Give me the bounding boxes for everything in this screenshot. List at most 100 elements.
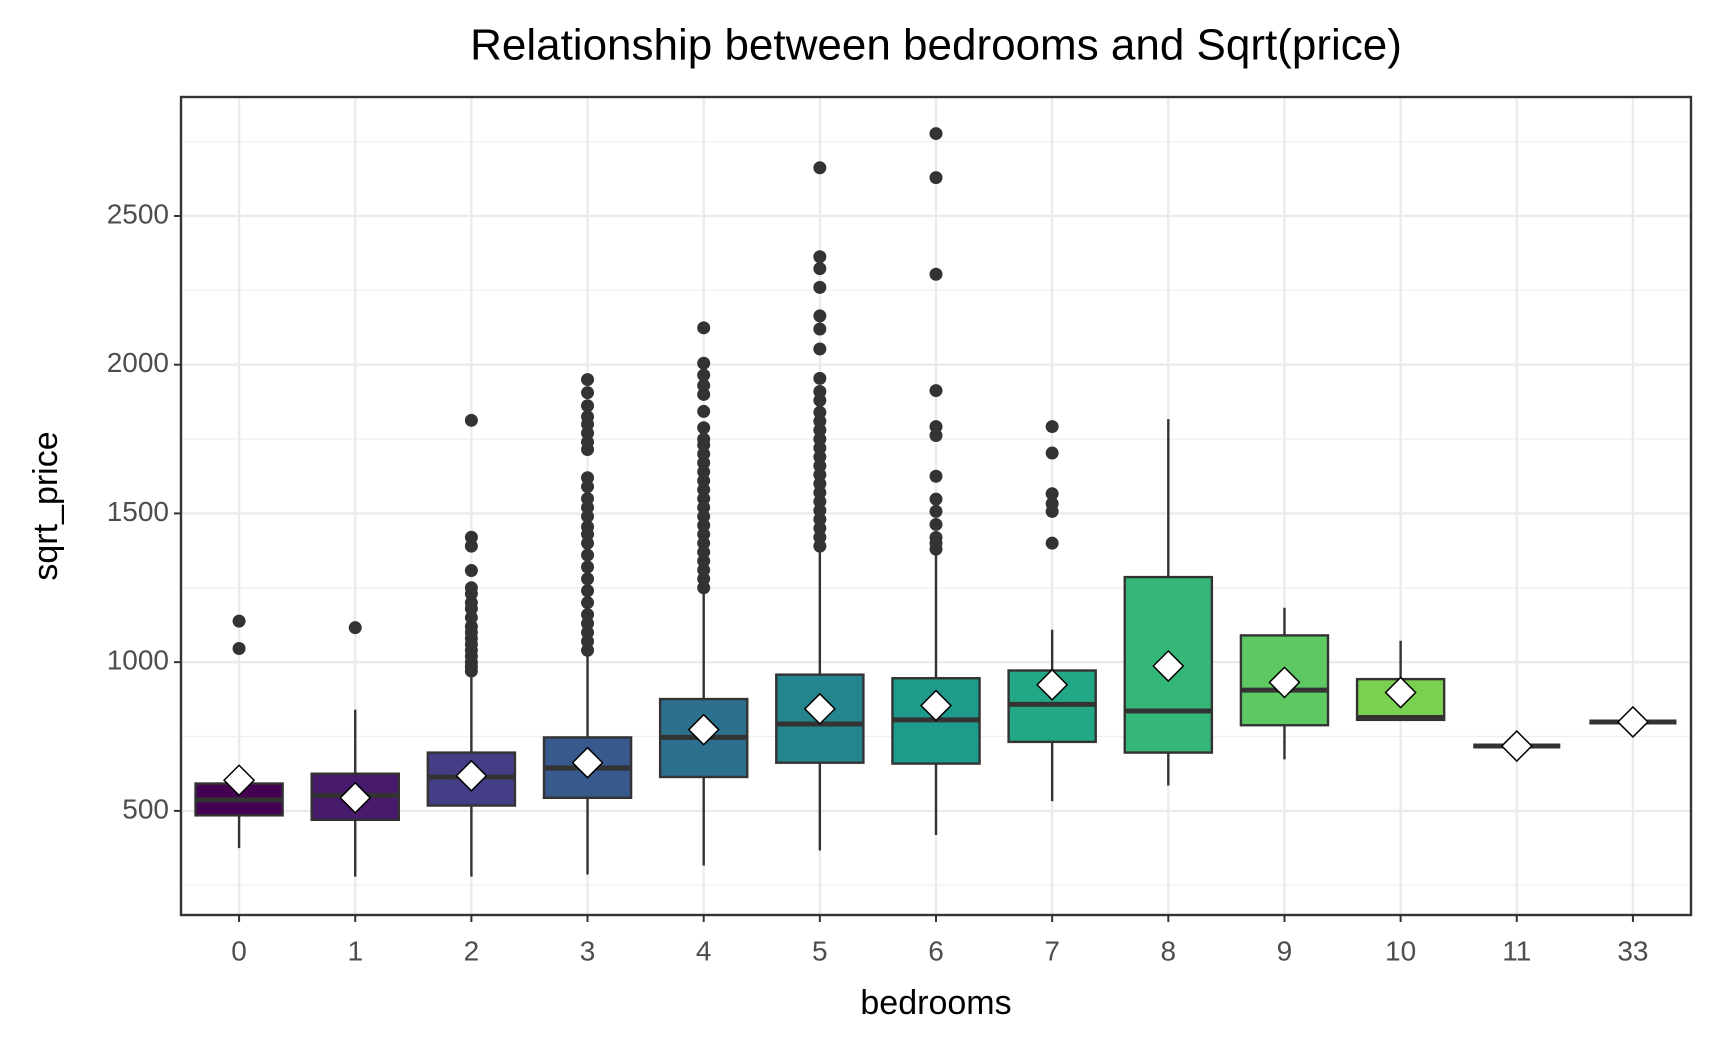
outlier xyxy=(813,405,827,419)
outlier xyxy=(697,509,711,523)
outlier xyxy=(697,492,711,506)
y-tick-label: 2500 xyxy=(107,198,169,229)
outlier xyxy=(697,447,711,461)
chart-title: Relationship between bedrooms and Sqrt(p… xyxy=(470,21,1402,70)
outlier xyxy=(929,384,943,398)
outlier xyxy=(697,379,711,393)
mean-marker xyxy=(919,689,953,722)
outlier xyxy=(813,322,827,336)
outlier xyxy=(581,596,595,610)
x-axis-title: bedrooms xyxy=(860,984,1011,1022)
x-tick-label: 33 xyxy=(1617,935,1648,966)
outlier xyxy=(581,509,595,523)
outlier xyxy=(1045,497,1059,511)
outlier xyxy=(813,371,827,385)
outlier xyxy=(813,450,827,464)
outlier xyxy=(813,512,827,526)
outlier xyxy=(581,480,595,494)
outlier xyxy=(697,572,711,586)
outlier xyxy=(929,171,943,185)
outlier xyxy=(581,616,595,630)
outlier xyxy=(697,465,711,479)
outlier xyxy=(813,161,827,175)
outlier xyxy=(1045,420,1059,434)
outlier xyxy=(813,414,827,428)
x-tick-label: 0 xyxy=(231,935,247,966)
outlier xyxy=(581,399,595,413)
outlier xyxy=(697,432,711,446)
outlier xyxy=(581,426,595,440)
outlier xyxy=(581,492,595,506)
outlier xyxy=(929,267,943,281)
panel-border xyxy=(179,95,1693,917)
outlier xyxy=(813,477,827,491)
mean-marker xyxy=(1616,705,1649,739)
outlier xyxy=(813,468,827,482)
outlier xyxy=(697,483,711,497)
x-tick-label: 9 xyxy=(1277,935,1293,966)
outlier xyxy=(929,127,943,141)
outlier xyxy=(581,500,595,514)
outlier xyxy=(464,530,478,544)
mean-marker xyxy=(1500,729,1533,763)
outlier xyxy=(581,373,595,387)
outlier xyxy=(929,429,943,443)
outlier xyxy=(348,621,362,635)
outlier xyxy=(697,387,711,401)
outlier xyxy=(581,410,595,424)
outlier xyxy=(813,503,827,517)
outlier xyxy=(813,280,827,294)
outlier xyxy=(929,504,943,518)
outlier xyxy=(581,548,595,562)
mean-marker xyxy=(339,781,372,814)
outlier xyxy=(813,459,827,473)
mean-marker xyxy=(223,764,256,797)
outlier xyxy=(697,581,711,595)
y-axis-title: sqrt_price xyxy=(27,431,65,580)
outlier xyxy=(232,614,246,628)
outlier xyxy=(813,309,827,323)
outlier xyxy=(581,536,595,550)
outlier xyxy=(697,554,711,568)
mean-marker xyxy=(803,692,836,725)
outlier xyxy=(581,520,595,534)
x-tick-label: 5 xyxy=(812,935,828,966)
outlier xyxy=(464,611,478,625)
outlier xyxy=(697,456,711,470)
outlier xyxy=(1045,487,1059,501)
outlier xyxy=(464,596,478,610)
outlier xyxy=(813,262,827,276)
outlier xyxy=(697,563,711,577)
y-tick-label: 500 xyxy=(122,793,169,824)
mean-marker xyxy=(1036,668,1069,701)
outlier xyxy=(581,634,595,648)
mean-marker xyxy=(455,759,488,792)
outlier xyxy=(929,531,943,545)
x-tick-label: 6 xyxy=(928,935,944,966)
x-tick-label: 11 xyxy=(1502,935,1531,966)
x-tick-label: 1 xyxy=(347,935,363,966)
outlier xyxy=(813,384,827,398)
outlier xyxy=(1045,446,1059,460)
outlier xyxy=(697,368,711,382)
outlier xyxy=(813,393,827,407)
outlier xyxy=(697,321,711,335)
outlier xyxy=(813,441,827,455)
mean-marker xyxy=(1152,649,1185,683)
mean-marker xyxy=(571,746,604,779)
outlier xyxy=(813,432,827,446)
outlier xyxy=(929,469,943,483)
x-tick-label: 10 xyxy=(1385,935,1416,966)
outlier xyxy=(813,486,827,500)
mean-marker xyxy=(1268,666,1301,699)
outlier xyxy=(697,500,711,514)
outlier xyxy=(697,356,711,370)
outlier xyxy=(581,572,595,586)
outlier xyxy=(813,539,827,553)
outlier xyxy=(581,386,595,400)
outlier xyxy=(697,545,711,559)
outlier xyxy=(813,495,827,509)
x-tick-label: 7 xyxy=(1044,935,1060,966)
outlier xyxy=(697,527,711,541)
outlier xyxy=(813,423,827,437)
